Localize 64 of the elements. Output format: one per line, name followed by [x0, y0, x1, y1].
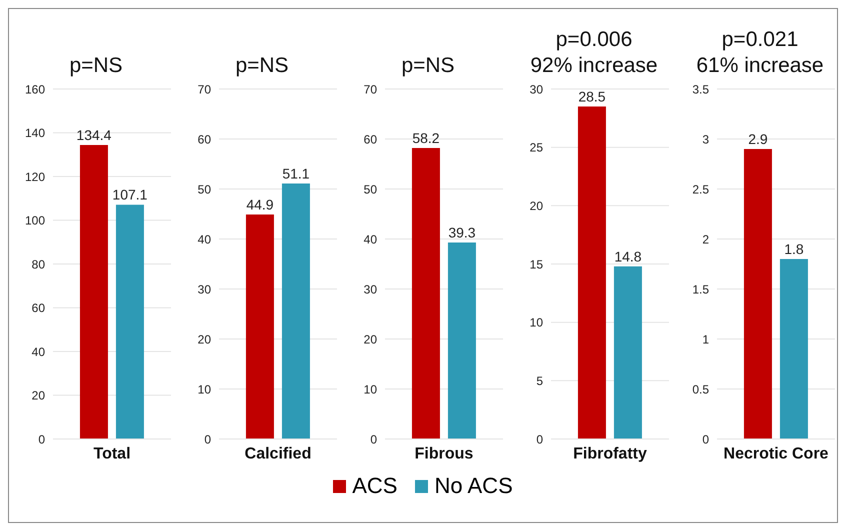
y-tick-label: 50 — [364, 182, 378, 196]
y-tick-label: 10 — [530, 316, 544, 330]
x-tick-label: Total — [93, 445, 131, 462]
y-tick-label: 100 — [24, 214, 46, 228]
y-tick-label: 30 — [198, 282, 212, 296]
y-tick-label: 60 — [32, 301, 46, 316]
y-tick-label: 120 — [24, 170, 46, 184]
x-tick-label: Fibrous — [414, 445, 474, 462]
x-tick-label: Calcified — [244, 445, 312, 462]
data-label: 2.9 — [748, 131, 768, 147]
legend-label: No ACS — [434, 473, 513, 499]
y-tick-label: 20 — [32, 388, 46, 403]
y-tick-label: 30 — [530, 82, 544, 96]
y-tick-label: 60 — [198, 132, 212, 146]
y-tick-label: 0 — [702, 432, 710, 446]
x-tick-label: Necrotic Core — [724, 445, 829, 462]
y-tick-label: 50 — [198, 182, 212, 196]
data-label: 134.4 — [76, 127, 112, 143]
y-tick-label: 20 — [198, 332, 212, 346]
y-tick-label: 20 — [530, 198, 544, 213]
chart-title: p=NS — [69, 53, 123, 79]
y-tick-label: 0 — [370, 432, 378, 446]
y-tick-label: 30 — [364, 282, 378, 296]
legend-label: ACS — [352, 473, 398, 499]
y-tick-label: 40 — [198, 232, 212, 246]
y-tick-label: 0 — [536, 432, 544, 446]
data-label: 1.8 — [784, 241, 804, 257]
data-label: 14.8 — [614, 248, 642, 264]
y-tick-label: 3 — [702, 132, 710, 146]
y-tick-label: 0 — [204, 432, 212, 446]
y-tick-label: 10 — [364, 382, 378, 396]
chart-title: p=0.006 — [556, 27, 632, 53]
y-tick-label: 0.5 — [692, 382, 710, 396]
chart-subtitle: 61% increase — [696, 53, 824, 79]
data-label: 28.5 — [578, 88, 606, 104]
x-tick-label: Fibrofatty — [573, 445, 647, 462]
y-tick-label: 10 — [198, 382, 212, 396]
chart-title: p=NS — [401, 53, 455, 79]
y-tick-label: 80 — [32, 257, 46, 272]
y-tick-label: 15 — [530, 257, 544, 272]
y-tick-label: 2 — [702, 232, 710, 246]
chart-title: p=NS — [235, 53, 289, 79]
y-tick-label: 5 — [536, 374, 544, 388]
y-tick-label: 70 — [364, 82, 378, 96]
y-tick-label: 60 — [364, 132, 378, 146]
data-label: 58.2 — [412, 130, 440, 146]
data-label: 51.1 — [282, 166, 310, 182]
y-tick-label: 140 — [24, 126, 46, 140]
data-label: 44.9 — [246, 196, 274, 212]
data-label: 107.1 — [112, 186, 148, 203]
y-tick-label: 70 — [198, 82, 212, 96]
y-tick-label: 1 — [702, 332, 710, 346]
data-label: 39.3 — [448, 224, 476, 240]
y-tick-label: 1.5 — [692, 282, 710, 296]
chart-subtitle: 92% increase — [530, 53, 658, 79]
y-tick-label: 160 — [24, 82, 46, 96]
y-tick-label: 2.5 — [692, 182, 710, 196]
y-tick-label: 0 — [38, 432, 46, 446]
y-tick-label: 40 — [364, 232, 378, 246]
y-tick-label: 20 — [364, 332, 378, 346]
chart-title: p=0.021 — [722, 27, 798, 53]
y-tick-label: 3.5 — [692, 82, 710, 96]
y-tick-label: 25 — [530, 140, 544, 155]
y-tick-label: 40 — [32, 344, 46, 359]
